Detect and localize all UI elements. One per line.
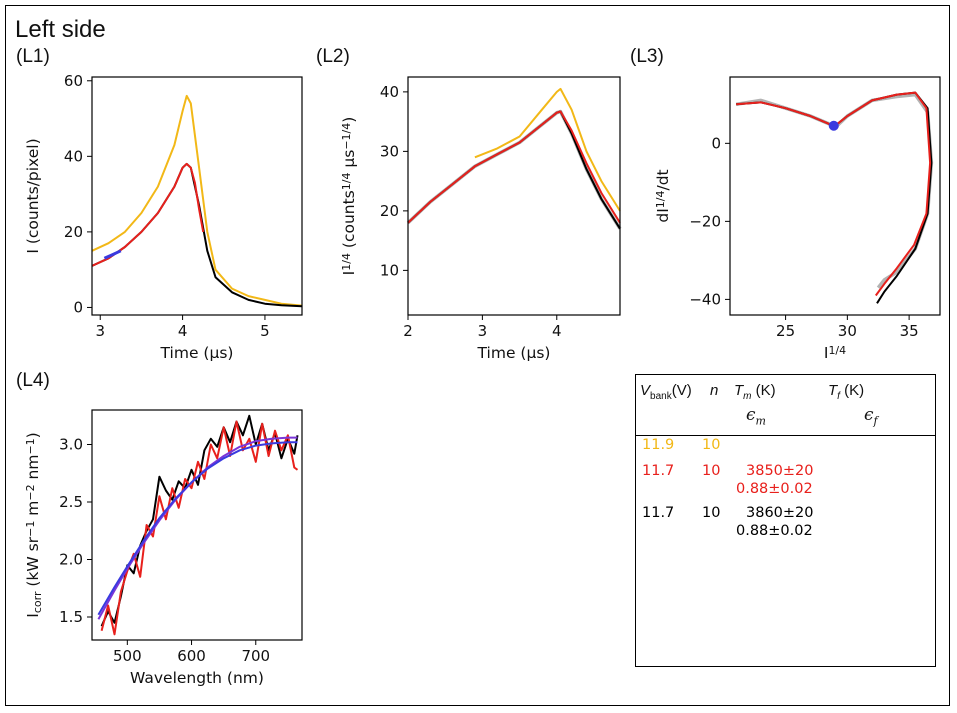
y-tick-label: 20 bbox=[380, 202, 399, 220]
chart-l3: 25 30 35 −40 −20 0 I1/4 dI1/4/dt bbox=[654, 76, 941, 362]
parameter-table: Vbank(V) n Tm (K) Tf (K) ϵm ϵf 11.9 10 1… bbox=[635, 374, 936, 667]
x-axis-label: Time (μs) bbox=[477, 344, 551, 362]
y-tick-label: 2.5 bbox=[59, 493, 83, 511]
series-yellow-line bbox=[474, 87, 621, 212]
y-tick-label: 0 bbox=[73, 298, 83, 316]
series-red-line bbox=[736, 91, 932, 297]
y-axis-label: I1/4 (counts1/4 μs−1/4) bbox=[340, 117, 358, 276]
y-tick-label: 30 bbox=[380, 142, 399, 160]
series-red-line bbox=[100, 420, 299, 636]
axes-frame bbox=[91, 409, 303, 641]
series-black-line bbox=[100, 414, 299, 627]
y-tick-label: 40 bbox=[64, 147, 83, 165]
row2-n: 10 bbox=[702, 463, 721, 479]
y-tick-label: 1.5 bbox=[59, 608, 83, 626]
y-tick-label: 2.0 bbox=[59, 551, 83, 569]
panel-label-l4: (L4) bbox=[16, 370, 50, 391]
row2-em: 0.88±0.02 bbox=[736, 481, 813, 497]
series-blue-point bbox=[828, 120, 839, 131]
x-tick-label: 35 bbox=[900, 322, 919, 340]
y-tick-label: −20 bbox=[689, 212, 721, 230]
x-tick-label: 30 bbox=[838, 322, 857, 340]
y-tick-label: 10 bbox=[380, 261, 399, 279]
series-blue-line bbox=[97, 441, 298, 616]
row1-vbank: 11.9 bbox=[642, 437, 675, 453]
x-tick-label: 700 bbox=[241, 647, 270, 665]
axes-frame bbox=[407, 76, 621, 316]
figure-frame bbox=[5, 5, 950, 706]
y-tick-label: 0 bbox=[711, 134, 721, 152]
y-tick-label: 20 bbox=[64, 223, 83, 241]
y-axis-label: Icorr (kW sr−1 m−2 nm−1) bbox=[24, 432, 44, 617]
chart-l1: 3 4 5 0 20 40 60 Time (μs) I (counts/pixel) bbox=[24, 72, 303, 362]
row2-tm: 3850±20 bbox=[746, 463, 814, 479]
x-axis-label: Wavelength (nm) bbox=[130, 669, 264, 687]
row3-em: 0.88±0.02 bbox=[736, 523, 813, 539]
row3-n: 10 bbox=[702, 505, 721, 521]
x-axis-label: I1/4 bbox=[824, 344, 846, 362]
table-separator bbox=[636, 435, 935, 436]
series-red-line bbox=[407, 110, 621, 224]
x-tick-label: 2 bbox=[403, 322, 413, 340]
axes-frame bbox=[729, 76, 941, 316]
series-black-line bbox=[91, 162, 303, 308]
y-tick-label: 40 bbox=[380, 83, 399, 101]
x-tick-label: 25 bbox=[776, 322, 795, 340]
x-tick-label: 3 bbox=[95, 322, 105, 340]
header-tf: Tf (K) bbox=[828, 382, 865, 402]
header-ef: ϵf bbox=[864, 405, 878, 428]
x-tick-label: 5 bbox=[260, 322, 270, 340]
panel-label-l2: (L2) bbox=[316, 46, 350, 67]
series-red-line bbox=[91, 162, 205, 267]
row3-vbank: 11.7 bbox=[642, 505, 675, 521]
row1-n: 10 bbox=[702, 437, 721, 453]
x-tick-label: 4 bbox=[178, 322, 188, 340]
x-tick-label: 4 bbox=[552, 322, 562, 340]
y-tick-label: 60 bbox=[64, 72, 83, 90]
panel-label-l1: (L1) bbox=[16, 46, 50, 67]
x-tick-label: 600 bbox=[177, 647, 206, 665]
y-axis-label: I (counts/pixel) bbox=[24, 138, 42, 253]
series-gray-line bbox=[406, 109, 622, 230]
chart-l2: 2 3 4 10 20 30 40 Time (μs) I1/4 (counts1/4 μs−1… bbox=[340, 76, 622, 362]
header-em: ϵm bbox=[746, 405, 766, 428]
row3-tm: 3860±20 bbox=[746, 505, 814, 521]
axes-frame bbox=[91, 76, 303, 316]
row2-vbank: 11.7 bbox=[642, 463, 675, 479]
y-tick-label: 3.0 bbox=[59, 436, 83, 454]
figure-title: Left side bbox=[15, 16, 106, 43]
x-tick-label: 500 bbox=[113, 647, 142, 665]
header-tm: Tm (K) bbox=[734, 382, 776, 402]
x-axis-label: Time (μs) bbox=[160, 344, 234, 362]
series-blue-line bbox=[103, 249, 122, 260]
y-axis-label: dI1/4/dt bbox=[654, 169, 672, 222]
series-yellow-line bbox=[91, 94, 303, 307]
chart-l4: 500 600 700 1.5 2.0 2.5 3.0 Wavelength (nm) Icor… bbox=[24, 409, 303, 687]
y-tick-label: −40 bbox=[689, 290, 721, 308]
header-vbank: Vbank(V) bbox=[640, 382, 692, 402]
panel-label-l3: (L3) bbox=[630, 46, 664, 67]
header-n: n bbox=[710, 382, 719, 399]
x-tick-label: 3 bbox=[478, 322, 488, 340]
